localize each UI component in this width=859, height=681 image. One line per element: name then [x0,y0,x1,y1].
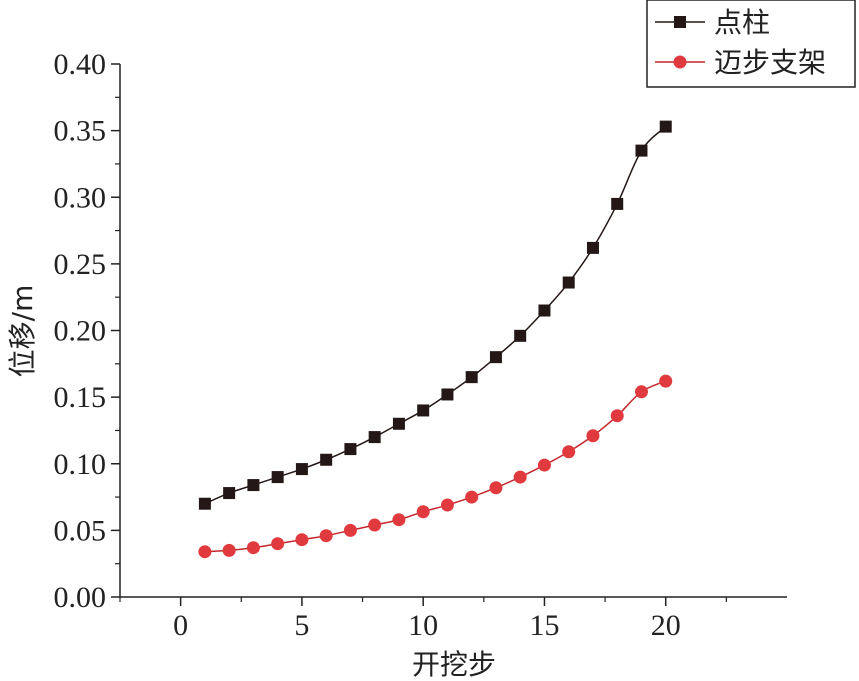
y-tick-label: 0.35 [54,115,107,148]
data-point-circle [586,429,600,443]
data-point-circle [562,445,576,459]
data-point-square [198,497,211,510]
data-point-square [562,276,575,289]
data-point-square [417,404,430,417]
data-point-square [441,388,454,401]
data-point-square [271,471,284,484]
x-axis-label: 开挖步 [412,648,496,681]
data-point-square [611,197,624,210]
data-point-square [514,329,527,342]
series-layer [198,120,673,559]
data-point-circle [222,543,236,557]
data-point-circle [440,498,454,512]
data-point-circle [319,529,333,543]
series-2 [198,374,673,559]
data-point-square [659,120,672,133]
y-tick-label: 0.10 [54,448,107,481]
data-point-square [489,351,502,364]
data-point-square [320,453,333,466]
data-point-square [586,241,599,254]
data-point-circle [271,537,285,551]
series-1 [198,120,672,510]
y-tick-label: 0.00 [54,581,107,614]
legend-box [646,0,856,88]
x-axis-ticks: 0 5 10 15 20 [119,597,727,642]
legend-marker-dianzhu [674,16,686,28]
data-point-circle [659,374,673,388]
y-tick-label: 0.15 [54,381,107,414]
data-point-square [344,443,357,456]
data-point-circle [489,481,503,495]
data-point-circle [634,385,648,399]
data-point-square [247,479,260,492]
data-point-square [635,144,648,157]
data-point-circle [343,523,357,537]
y-axis-ticks: 0.00 0.05 0.10 0.15 0.20 0.25 0.30 0.35 0.40 [54,48,120,614]
y-axis-label: 位移/m [6,285,39,378]
x-tick-label: 10 [408,609,438,642]
x-tick-label: 20 [651,609,681,642]
data-point-square [538,304,551,317]
data-point-square [392,417,405,430]
y-tick-label: 0.05 [54,514,107,547]
data-point-circle [513,470,527,484]
data-point-circle [465,490,479,504]
legend: 点柱 迈步支架 [646,0,856,88]
series-line [204,126,667,505]
legend-label-maibu: 迈步支架 [714,46,826,79]
data-point-circle [246,541,260,555]
y-tick-label: 0.30 [54,181,107,214]
data-point-circle [198,545,212,559]
y-tick-label: 0.20 [54,315,107,348]
data-point-circle [368,518,382,532]
data-point-square [465,371,478,384]
y-tick-label: 0.40 [54,48,107,81]
x-tick-label: 5 [294,609,309,642]
data-point-square [368,431,381,444]
x-tick-label: 15 [529,609,559,642]
legend-marker-maibu [673,55,687,69]
data-point-circle [537,458,551,472]
axes [119,64,787,598]
data-point-square [295,463,308,476]
data-point-circle [610,409,624,423]
data-point-circle [295,533,309,547]
series-line [204,380,667,553]
legend-label-dianzhu: 点柱 [714,6,770,39]
data-point-circle [416,505,430,519]
data-point-circle [392,513,406,527]
x-tick-label: 0 [173,609,188,642]
data-point-square [223,487,236,500]
y-tick-label: 0.25 [54,248,107,281]
